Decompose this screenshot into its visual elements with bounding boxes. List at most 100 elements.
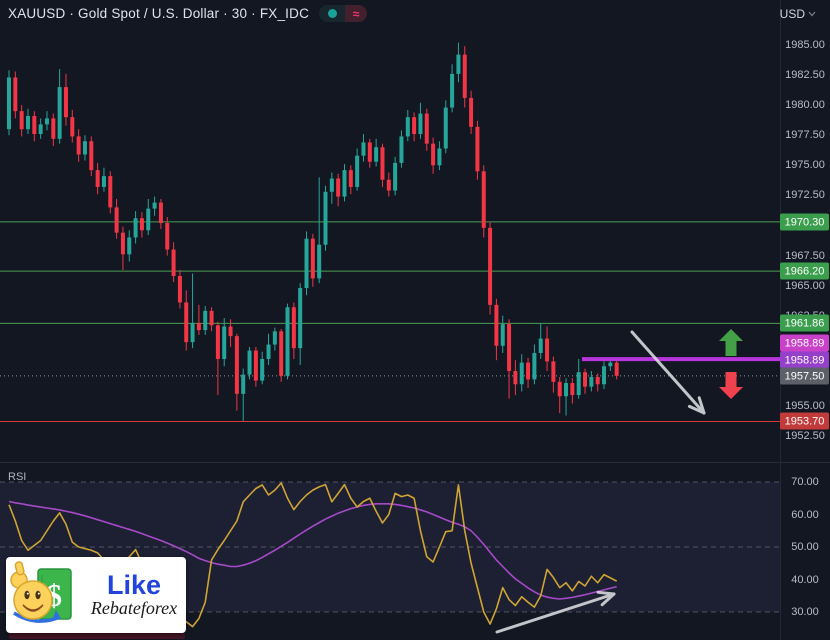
candle-body bbox=[443, 107, 448, 149]
candle-body bbox=[177, 275, 182, 303]
candle-body bbox=[538, 338, 543, 353]
symbol-title[interactable]: XAUUSD · Gold Spot / U.S. Dollar · 30 · … bbox=[8, 6, 310, 21]
candle-body bbox=[70, 117, 75, 137]
rsi-indicator-label[interactable]: RSI bbox=[8, 471, 27, 483]
candle-body bbox=[146, 208, 151, 231]
candle-body bbox=[583, 372, 588, 387]
candle-body bbox=[576, 372, 581, 396]
candle-body bbox=[614, 362, 619, 376]
candle-body bbox=[133, 218, 138, 238]
candle-body bbox=[51, 118, 56, 139]
candle-body bbox=[355, 155, 360, 187]
candle-body bbox=[25, 115, 30, 130]
currency-selector[interactable]: USD bbox=[780, 7, 816, 21]
price-tick: 1965.00 bbox=[785, 279, 825, 292]
rsi-ma-line[interactable] bbox=[8, 500, 617, 600]
chevron-down-icon bbox=[808, 11, 816, 17]
candle-body bbox=[342, 170, 347, 197]
candle-body bbox=[38, 124, 43, 135]
candle-body bbox=[488, 227, 493, 305]
price-axis[interactable]: 1985.00 1982.50 1980.00 1977.50 1975.00 1972.… bbox=[780, 0, 830, 462]
candle-body bbox=[526, 362, 531, 380]
rsi-tick: 50.00 bbox=[791, 541, 819, 553]
candle-body bbox=[494, 304, 499, 346]
price-tick: 1980.00 bbox=[785, 99, 825, 112]
candle-body bbox=[184, 302, 189, 343]
candle-body bbox=[89, 141, 94, 171]
candle-body bbox=[570, 383, 575, 396]
logo-shadow bbox=[9, 633, 185, 639]
candle-body bbox=[279, 331, 284, 376]
market-status-pill[interactable]: ≈ bbox=[319, 5, 368, 22]
chart-legend: XAUUSD · Gold Spot / U.S. Dollar · 30 · … bbox=[8, 5, 368, 22]
candle-body bbox=[139, 218, 144, 231]
price-badge: 1958.89 bbox=[780, 334, 829, 352]
candle-body bbox=[32, 115, 37, 135]
candle-body bbox=[507, 324, 512, 372]
candle-body bbox=[431, 143, 436, 166]
candle-body bbox=[469, 97, 474, 127]
candle-body bbox=[323, 191, 328, 245]
rebateforex-logo: $ Like Rebateforex bbox=[6, 557, 186, 633]
candle-body bbox=[380, 147, 385, 180]
rsi-tick: 40.00 bbox=[791, 573, 819, 586]
price-tick: 1982.50 bbox=[785, 69, 825, 82]
price-tick: 1975.00 bbox=[785, 159, 825, 172]
candle-body bbox=[260, 358, 265, 381]
candle-body bbox=[412, 117, 417, 135]
candle-body bbox=[437, 148, 442, 166]
candle-body bbox=[405, 117, 410, 137]
price-badge: 1970.30 bbox=[780, 213, 829, 231]
price-badge: 1958.89 bbox=[780, 351, 829, 369]
candle-body bbox=[127, 237, 132, 255]
candle-body bbox=[545, 338, 550, 362]
candle-body bbox=[272, 331, 277, 345]
up-arrow-annotation[interactable] bbox=[719, 329, 743, 356]
candle-body bbox=[203, 310, 208, 331]
pane-separator[interactable] bbox=[0, 462, 830, 463]
candle-body bbox=[456, 54, 461, 74]
candle-body bbox=[424, 113, 429, 144]
price-badge: 1953.70 bbox=[780, 412, 829, 430]
candle-body bbox=[329, 178, 334, 192]
logo-like-text: Like bbox=[106, 569, 162, 600]
candle-body bbox=[152, 202, 157, 209]
price-tick: 1977.50 bbox=[785, 129, 825, 142]
candle-body bbox=[481, 171, 486, 228]
candle-body bbox=[298, 288, 303, 349]
delayed-data-icon[interactable]: ≈ bbox=[345, 5, 368, 22]
candle-body bbox=[234, 336, 239, 394]
candle-body bbox=[114, 207, 119, 233]
candle-body bbox=[418, 113, 423, 135]
candle-body bbox=[63, 87, 68, 118]
candle-body bbox=[450, 73, 455, 108]
candle-body bbox=[82, 141, 87, 155]
candle-body bbox=[222, 326, 227, 359]
down-arrow-annotation[interactable] bbox=[719, 372, 743, 399]
candle-body bbox=[374, 147, 379, 162]
candle-body bbox=[209, 310, 214, 326]
candle-body bbox=[57, 87, 62, 139]
candle-body bbox=[500, 324, 505, 346]
trend-arrow-annotation-1[interactable] bbox=[630, 330, 706, 415]
candle-body bbox=[165, 223, 170, 250]
realtime-status-icon[interactable] bbox=[319, 5, 346, 22]
rsi-axis[interactable]: 70.00 60.00 50.00 40.00 30.00 bbox=[780, 463, 830, 640]
candle-body bbox=[120, 232, 125, 255]
logo-rebateforex-text: Rebateforex bbox=[90, 597, 178, 618]
price-badge: 1966.20 bbox=[780, 262, 829, 280]
candle-body bbox=[108, 176, 113, 208]
candle-body bbox=[266, 344, 271, 359]
rsi-tick: 30.00 bbox=[791, 606, 819, 618]
candle-body bbox=[241, 374, 246, 394]
candle-body bbox=[367, 142, 372, 162]
candle-body bbox=[101, 176, 106, 187]
price-badge: 1957.50 bbox=[780, 367, 829, 385]
candle-body bbox=[602, 366, 607, 385]
candle-body bbox=[7, 77, 11, 130]
price-tick: 1955.00 bbox=[785, 399, 825, 412]
candle-body bbox=[462, 54, 467, 98]
candle-body bbox=[95, 170, 100, 187]
trend-arrow-annotation-2[interactable] bbox=[495, 590, 616, 634]
